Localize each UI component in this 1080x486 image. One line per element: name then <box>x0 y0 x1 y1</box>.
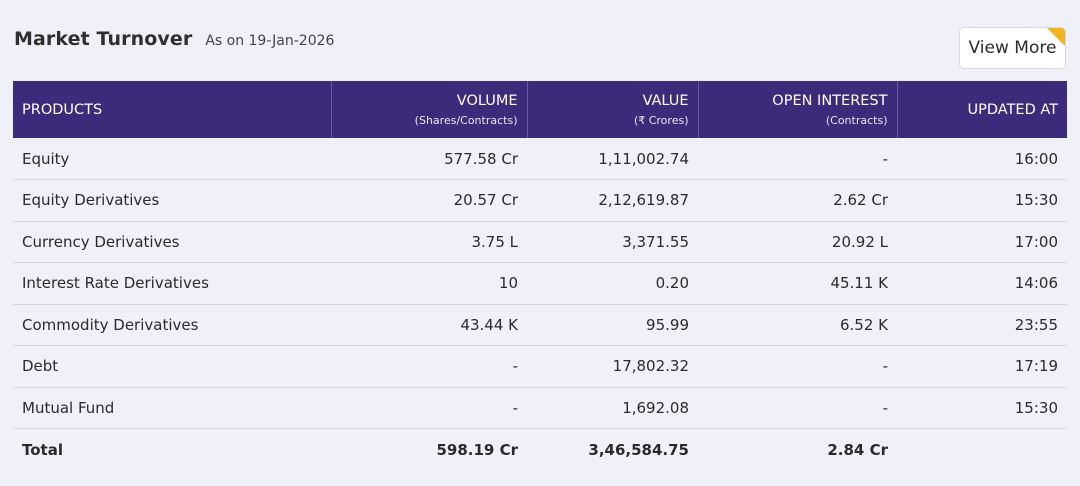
table-header-row: PRODUCTS VOLUME (Shares/Contracts) VALUE… <box>13 81 1067 138</box>
cell-product: Mutual Fund <box>13 387 331 429</box>
column-header-updated-at: UPDATED AT <box>896 81 1067 138</box>
cell-volume: 20.57 Cr <box>331 179 527 222</box>
column-subheader-value: (₹ Crores) <box>633 113 689 127</box>
cell-product: Currency Derivatives <box>13 221 331 263</box>
column-header-open-interest: OPEN INTEREST (Contracts) <box>697 81 897 138</box>
cell-volume: - <box>331 345 527 388</box>
cell-updated-at: 15:30 <box>897 387 1067 429</box>
cell-product: Interest Rate Derivatives <box>13 262 331 305</box>
market-turnover-table: PRODUCTS VOLUME (Shares/Contracts) VALUE… <box>13 81 1067 470</box>
cell-value: 2,12,619.87 <box>527 179 698 222</box>
cell-product: Equity Derivatives <box>13 179 331 222</box>
cell-total-volume: 598.19 Cr <box>436 440 518 459</box>
cell-open-interest: 20.92 L <box>698 221 897 263</box>
column-header-products: PRODUCTS <box>13 81 331 138</box>
cell-product: Equity <box>13 138 331 180</box>
corner-accent-icon <box>1047 28 1065 46</box>
cell-product: Debt <box>13 345 331 388</box>
cell-open-interest: - <box>698 345 897 388</box>
column-header-volume: VOLUME (Shares/Contracts) <box>330 81 527 138</box>
cell-total-value: 3,46,584.75 <box>588 440 689 459</box>
cell-total-open-interest: 2.84 Cr <box>827 440 888 459</box>
market-turnover-header: Market Turnover As on 19-Jan-2026 <box>14 28 334 50</box>
column-subheader-volume: (Shares/Contracts) <box>414 113 518 127</box>
cell-updated-at: 14:06 <box>897 262 1067 305</box>
page-title: Market Turnover <box>14 28 193 50</box>
table-row: Mutual Fund - 1,692.08 - 15:30 <box>13 387 1067 429</box>
cell-updated-at: 15:30 <box>897 179 1067 222</box>
table-total-row: Total 598.19 Cr 3,46,584.75 2.84 Cr <box>13 429 1067 471</box>
cell-volume: 577.58 Cr <box>331 138 527 180</box>
view-more-button[interactable]: View More <box>959 27 1066 69</box>
cell-open-interest: - <box>698 138 897 180</box>
cell-value: 17,802.32 <box>527 345 698 388</box>
table-row: Debt - 17,802.32 - 17:19 <box>13 345 1067 388</box>
cell-volume: - <box>331 387 527 429</box>
cell-product: Commodity Derivatives <box>13 304 331 346</box>
cell-volume: 3.75 L <box>331 221 527 263</box>
cell-open-interest: 45.11 K <box>698 262 897 305</box>
table-row: Interest Rate Derivatives 10 0.20 45.11 … <box>13 262 1067 305</box>
cell-value: 3,371.55 <box>527 221 698 263</box>
cell-value: 95.99 <box>527 304 698 346</box>
cell-value: 1,11,002.74 <box>527 138 698 180</box>
cell-updated-at: 16:00 <box>897 138 1067 180</box>
column-subheader-open-interest: (Contracts) <box>825 113 888 127</box>
cell-volume: 10 <box>331 262 527 305</box>
cell-updated-at: 17:00 <box>897 221 1067 263</box>
cell-value: 0.20 <box>527 262 698 305</box>
column-header-value: VALUE (₹ Crores) <box>526 81 698 138</box>
table-row: Equity 577.58 Cr 1,11,002.74 - 16:00 <box>13 138 1067 180</box>
cell-total-updated-at <box>897 429 1067 471</box>
cell-total-label: Total <box>22 440 63 459</box>
table-row: Currency Derivatives 3.75 L 3,371.55 20.… <box>13 221 1067 263</box>
table-row: Equity Derivatives 20.57 Cr 2,12,619.87 … <box>13 179 1067 222</box>
table-row: Commodity Derivatives 43.44 K 95.99 6.52… <box>13 304 1067 346</box>
cell-updated-at: 23:55 <box>897 304 1067 346</box>
as-of-date: As on 19-Jan-2026 <box>205 33 335 49</box>
cell-value: 1,692.08 <box>527 387 698 429</box>
cell-open-interest: 2.62 Cr <box>698 179 897 222</box>
cell-open-interest: - <box>698 387 897 429</box>
view-more-label: View More <box>968 38 1057 58</box>
cell-volume: 43.44 K <box>331 304 527 346</box>
cell-open-interest: 6.52 K <box>698 304 897 346</box>
cell-updated-at: 17:19 <box>897 345 1067 388</box>
